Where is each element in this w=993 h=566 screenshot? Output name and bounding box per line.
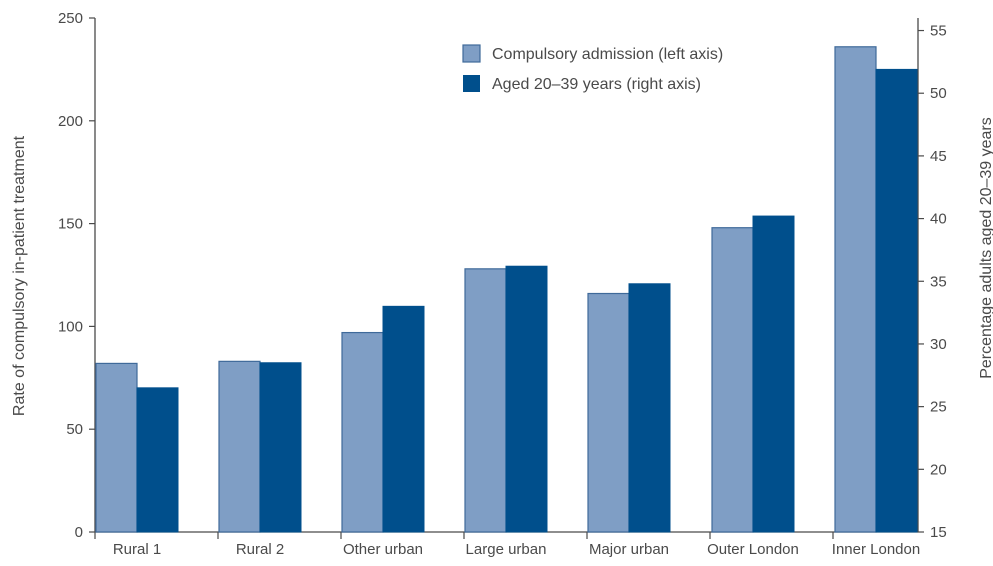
x-axis-category-label: Large urban (466, 541, 547, 558)
bar-compulsory-admission (464, 268, 507, 533)
right-axis-tick-label: 15 (930, 524, 947, 541)
right-axis-tick-label: 50 (930, 85, 947, 102)
legend-label-aged-20-39: Aged 20–39 years (right axis) (492, 76, 701, 93)
x-axis-category-label: Rural 1 (113, 541, 161, 558)
left-axis-tick-label: 100 (58, 318, 83, 335)
x-axis-category-label: Major urban (589, 541, 669, 558)
x-axis-category-label: Outer London (707, 541, 799, 558)
right-axis-tick-label: 20 (930, 461, 947, 478)
bar-aged-20-39 (628, 283, 671, 533)
right-axis-tick-label: 45 (930, 148, 947, 165)
right-axis-tick-label: 25 (930, 399, 947, 416)
left-axis-tick-label: 0 (75, 524, 83, 541)
legend-swatch-aged-20-39 (463, 75, 480, 92)
bar-aged-20-39 (505, 265, 548, 533)
bar-compulsory-admission (587, 292, 630, 533)
bar-aged-20-39 (136, 387, 179, 533)
bar-aged-20-39 (875, 68, 918, 533)
bar-aged-20-39 (752, 215, 795, 533)
right-axis-tick-label: 40 (930, 211, 947, 228)
legend-swatch-compulsory-admission (462, 44, 481, 63)
bar-compulsory-admission (341, 331, 384, 533)
tick-labels: 0 50 100 150 200 250 15 20 25 30 35 40 45 50 55 Rural 1… (58, 10, 947, 558)
legend-label-compulsory-admission: Compulsory admission (left axis) (492, 46, 723, 63)
bars (95, 46, 918, 533)
bar-compulsory-admission (218, 360, 261, 533)
legend: Compulsory admission (left axis) Aged 20… (462, 44, 723, 93)
right-axis-title: Percentage adults aged 20–39 years (978, 117, 993, 379)
x-axis-category-label: Inner London (832, 541, 920, 558)
right-axis-tick-label: 55 (930, 23, 947, 40)
bar-aged-20-39 (259, 362, 302, 533)
right-axis-tick-label: 30 (930, 336, 947, 353)
left-axis-tick-label: 50 (66, 421, 83, 438)
bar-aged-20-39 (382, 305, 425, 533)
left-axis-title: Rate of compulsory in-patient treatment (11, 135, 28, 416)
x-axis-category-label: Other urban (343, 541, 423, 558)
left-axis-tick-label: 150 (58, 216, 83, 233)
right-axis-tick-label: 35 (930, 273, 947, 290)
x-axis-category-label: Rural 2 (236, 541, 284, 558)
bar-compulsory-admission (95, 362, 138, 533)
left-axis-tick-label: 250 (58, 10, 83, 27)
bar-compulsory-admission (711, 227, 754, 533)
left-axis-tick-label: 200 (58, 113, 83, 130)
bar-compulsory-admission (834, 46, 877, 533)
